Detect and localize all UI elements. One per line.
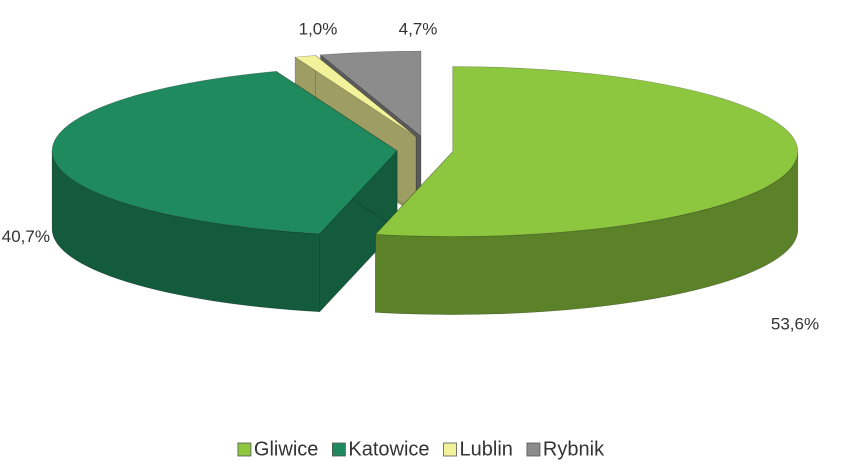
legend-label: Rybnik bbox=[543, 438, 605, 460]
legend-label: Gliwice bbox=[254, 438, 318, 460]
legend-swatch bbox=[331, 442, 346, 457]
slice-wall bbox=[51, 150, 320, 313]
slice-wall-shade bbox=[375, 151, 798, 315]
data-label: 1,0% bbox=[299, 19, 338, 38]
legend-swatch bbox=[526, 442, 541, 457]
slice-top bbox=[319, 50, 422, 137]
slice-top bbox=[51, 71, 398, 235]
pie-slice bbox=[51, 70, 398, 313]
slice-top bbox=[374, 66, 799, 237]
legend-swatch bbox=[443, 442, 457, 457]
legend-swatch bbox=[237, 442, 252, 457]
data-label: 40,7% bbox=[2, 227, 50, 246]
slice-top bbox=[294, 55, 417, 137]
data-label: 4,7% bbox=[399, 19, 438, 38]
slice-wall-shade bbox=[52, 150, 320, 312]
data-label: 53,6% bbox=[771, 314, 819, 333]
legend-label: Katowice bbox=[348, 438, 429, 460]
legend-label: Lublin bbox=[460, 438, 513, 460]
pie-slice bbox=[374, 66, 799, 315]
legend: Gliwice Katowice Lublin Rybnik bbox=[237, 438, 605, 460]
